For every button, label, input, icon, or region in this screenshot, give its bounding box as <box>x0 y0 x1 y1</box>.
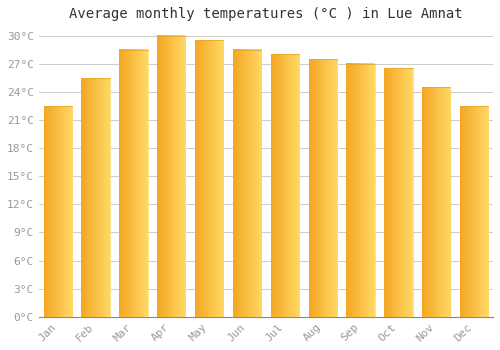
Title: Average monthly temperatures (°C ) in Lue Amnat: Average monthly temperatures (°C ) in Lu… <box>69 7 462 21</box>
